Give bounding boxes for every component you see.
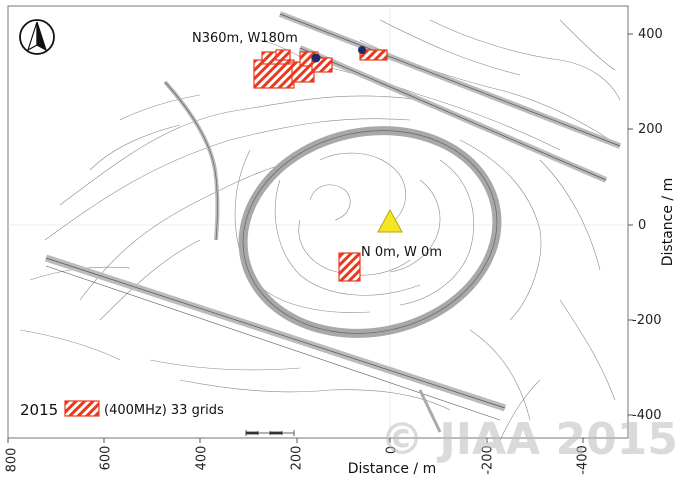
scale-bar — [245, 430, 295, 436]
plot-frame — [7, 5, 629, 439]
origin-marker — [377, 208, 403, 233]
legend-label: (400MHz) 33 grids — [104, 403, 224, 418]
x-tick-label: 800 — [5, 448, 20, 473]
watermark: © JIAA 2015 — [380, 414, 678, 465]
y-tick-label: 200 — [638, 122, 663, 137]
x-tick-label: -400 — [576, 445, 591, 475]
y-tick-label: -400 — [632, 408, 662, 423]
legend: 2015 (400MHz) 33 grids — [20, 400, 224, 419]
roads — [44, 11, 622, 433]
x-axis-title: Distance / m — [348, 461, 436, 477]
survey-grids — [253, 49, 388, 282]
contour-lines — [19, 19, 621, 441]
survey-point-dot — [311, 53, 321, 63]
legend-year: 2015 — [20, 401, 58, 419]
x-tick-label: 600 — [99, 446, 114, 471]
x-tick-label: 200 — [290, 446, 305, 471]
y-tick-label: 0 — [638, 218, 646, 233]
y-tick-label: 400 — [638, 27, 663, 42]
x-tick-label: -200 — [481, 445, 496, 475]
y-axis-title: Distance / m — [660, 178, 676, 266]
y-tick-label: -200 — [632, 313, 662, 328]
y-axis: 400 200 0 -200 -400 Distance / m — [628, 27, 676, 423]
survey-grid — [338, 252, 361, 282]
survey-grid — [359, 49, 388, 61]
x-tick-label: 400 — [195, 446, 210, 471]
survey-grid — [275, 49, 291, 61]
oval-enclosure — [238, 126, 502, 338]
legend-swatch — [64, 400, 100, 417]
north-arrow-icon — [19, 19, 55, 55]
survey-point-label: N360m, W180m — [192, 31, 298, 46]
origin-label: N 0m, W 0m — [361, 245, 442, 260]
x-tick-label: 0 — [385, 446, 400, 454]
x-axis: 800 600 400 200 0 -200 -400 Distance / m — [5, 438, 591, 477]
survey-point-dot — [358, 46, 366, 54]
